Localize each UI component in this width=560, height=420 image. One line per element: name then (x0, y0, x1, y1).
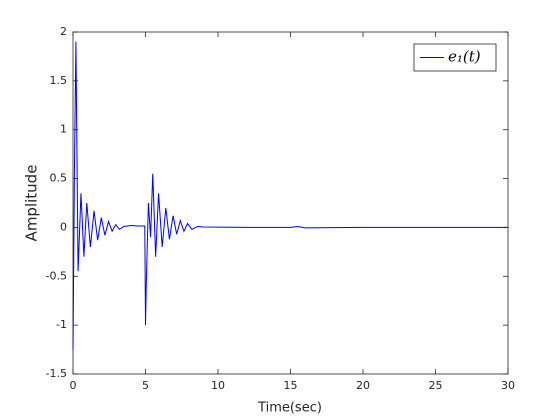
y-tick-label: 2 (60, 25, 67, 38)
y-tick-label: 1.5 (50, 74, 68, 87)
x-tick-label: 30 (501, 379, 515, 392)
legend-label: e₁(t) (448, 48, 481, 66)
x-tick-label: 25 (429, 379, 443, 392)
x-tick-label: 20 (356, 379, 370, 392)
y-tick-label: 0.5 (50, 172, 68, 185)
y-tick-label: -1.5 (46, 367, 67, 380)
y-tick-label: -0.5 (46, 269, 67, 282)
x-tick-label: 10 (211, 379, 225, 392)
x-tick-label: 0 (70, 379, 77, 392)
y-tick-label: 0 (60, 220, 67, 233)
plot-frame (72, 31, 509, 375)
y-tick-label: -1 (56, 318, 67, 331)
x-tick-label: 15 (284, 379, 298, 392)
x-tick-label: 5 (142, 379, 149, 392)
y-tick-label: 1 (60, 123, 67, 136)
data-line (72, 41, 508, 350)
y-axis-label: Amplitude (23, 165, 41, 242)
x-axis-label: Time(sec) (257, 401, 322, 416)
